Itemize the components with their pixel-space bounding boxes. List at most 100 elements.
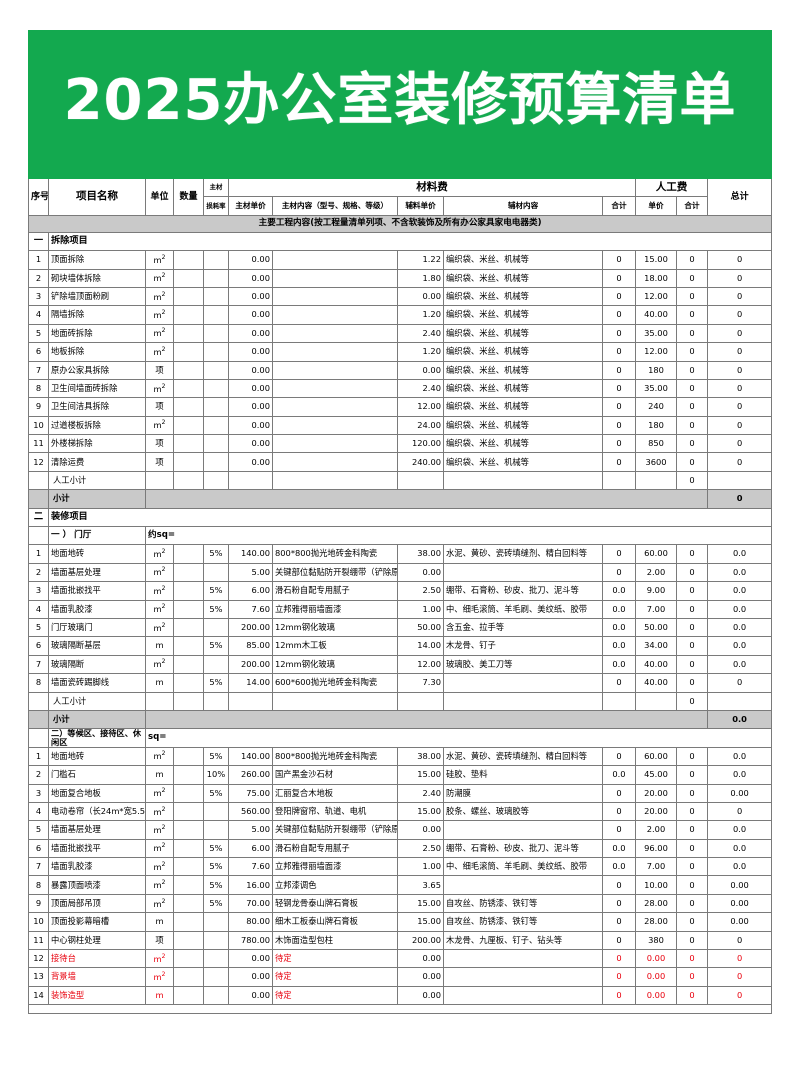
cell-unit: m2 (145, 967, 174, 987)
cell-item-name: 门槛石 (48, 765, 146, 785)
table-row[interactable]: 6 玻璃隔断基层 m 5% 85.00 12mm木工板 14.00 木龙骨、钉子 0.0 34.0… (28, 636, 773, 656)
table-row[interactable]: 8 墙面瓷砖踢脚线 m 5% 14.00 600*600抛光地砖金科陶瓷 7.30 0 40.0… (28, 673, 773, 693)
table-row[interactable]: 4 隔墙拆除 m2 0.00 1.20 编织袋、米丝、机械等 0 40.00 0 0 (28, 305, 773, 325)
cell-qty[interactable] (173, 323, 204, 344)
table-row[interactable]: 10 顶面投影幕暗槽 m 80.00 细木工板泰山牌石膏板 15.00 自攻丝、防锈漆、铁钉… (28, 912, 773, 932)
cell-qty[interactable] (173, 820, 204, 840)
cell-qty[interactable] (173, 268, 204, 288)
table-row[interactable]: 9 顶面局部吊顶 m2 5% 70.00 轻钢龙骨泰山牌石膏板 15.00 自攻丝、防锈漆、铁… (28, 893, 773, 914)
table-row[interactable]: 9 卫生间洁具拆除项 0.00 12.00 编织袋、米丝、机械等 0 240 0 0 (28, 397, 773, 417)
cell-sq-label[interactable]: 约sq= (144, 526, 773, 546)
cell-labor-price: 0.00 (635, 949, 677, 969)
table-row[interactable]: 5 地面砖拆除 m2 0.00 2.40 编织袋、米丝、机械等 0 35.00 0 0 (28, 323, 773, 344)
cell-qty[interactable] (173, 654, 204, 675)
cell-grand-total: 0.00 (706, 893, 773, 914)
cell-main-content (272, 434, 398, 454)
cell-item-name: 地面地砖 (48, 746, 146, 767)
table-row[interactable]: 3 墙面批嵌找平 m2 5% 6.00 滑石粉自配专用腻子 2.50 绷带、石膏粉、砂皮、批刀… (28, 581, 773, 601)
table-row[interactable]: 14 装饰造型 m 0.00 待定 0.00 0 0.00 0 0 (28, 985, 773, 1006)
cell-qty[interactable] (173, 434, 204, 454)
cell-labor-total: 0 (676, 250, 708, 270)
table-row[interactable]: 11 外楼梯拆除项 0.00 120.00 编织袋、米丝、机械等 0 850 0 0 (28, 434, 773, 454)
table-row[interactable]: 3 地面复合地板 m2 5% 75.00 汇丽复合木地板 2.40 防潮膜 0 20.00 0 0.0… (28, 783, 773, 803)
cell-qty[interactable] (173, 783, 204, 803)
cell-qty[interactable] (173, 838, 204, 859)
table-row[interactable]: 1 顶面拆除 m2 0.00 1.22 编织袋、米丝、机械等 0 15.00 0 0 (28, 250, 773, 270)
table-row[interactable]: 8 暴露顶面喷漆 m2 5% 16.00 立邦漆调色 3.65 0 10.00 0 0.00 (28, 875, 773, 895)
table-row[interactable]: 7 墙面乳胶漆 m2 5% 7.60 立邦雅得丽墙面漆 1.00 中、细毛滚筒、羊毛刷、美纹纸… (28, 857, 773, 877)
cell-qty[interactable] (173, 857, 204, 877)
table-row[interactable]: 4 墙面乳胶漆 m2 5% 7.60 立邦雅得丽墙面漆 1.00 中、细毛滚筒、羊毛刷、美纹纸… (28, 599, 773, 619)
table-row[interactable]: 13 背景墙 m2 0.00 待定 0.00 0 0.00 0 0 (28, 967, 773, 987)
cell-labor-total: 0 (676, 268, 708, 288)
cell-main-price: 14.00 (228, 673, 273, 693)
cell-item-name: 墙面乳胶漆 (48, 599, 146, 619)
cell-qty[interactable] (173, 562, 204, 583)
cell-qty[interactable] (173, 452, 204, 472)
cell-qty[interactable] (173, 636, 204, 656)
cell-aux-price: 15.00 (397, 893, 444, 914)
cell-seq: 5 (28, 617, 49, 638)
cell-seq: 7 (28, 857, 49, 877)
cell-labor-total: 0 (676, 746, 708, 767)
cell-qty[interactable] (173, 801, 204, 822)
cell-seq: 7 (28, 654, 49, 675)
cell-labor-total: 0 (676, 452, 708, 472)
table-row[interactable]: 1 地面地砖 m2 5% 140.00 800*800抛光地砖金科陶瓷 38.00 水泥、黄砂… (28, 544, 773, 564)
cell-main-content: 滑石粉自配专用腻子 (272, 581, 398, 601)
cell-qty[interactable] (173, 415, 204, 436)
table-row[interactable]: 7 玻璃隔断 m2 200.00 12mm钢化玻璃 12.00 玻璃胶、美工刀等 0.0 40.… (28, 654, 773, 675)
table-row[interactable]: 1 地面地砖 m2 5% 140.00 800*800抛光地砖金科陶瓷 38.00 水泥、黄砂… (28, 746, 773, 767)
table-row[interactable]: 10 过道楼板拆除 m2 0.00 24.00 编织袋、米丝、机械等 0 180 0 0 (28, 415, 773, 436)
cell-qty[interactable] (173, 342, 204, 362)
cell-labor-total: 0 (676, 360, 708, 380)
cell-qty[interactable] (173, 250, 204, 270)
cell-unit: m2 (145, 949, 174, 969)
cell-qty[interactable] (173, 765, 204, 785)
table-row[interactable]: 3 铲除墙顶面粉刷 m2 0.00 0.00 编织袋、米丝、机械等 0 12.00 0 0 (28, 286, 773, 307)
cell-qty[interactable] (173, 617, 204, 638)
cell-qty[interactable] (173, 930, 204, 951)
table-row[interactable]: 5 门厅玻璃门 m2 200.00 12mm钢化玻璃 50.00 含五金、拉手等 0.0 50.… (28, 617, 773, 638)
cell-empty (228, 470, 273, 491)
table-row[interactable]: 2 砌块墙体拆除 m2 0.00 1.80 编织袋、米丝、机械等 0 18.00 0 0 (28, 268, 773, 288)
cell-labor-total: 0 (676, 544, 708, 564)
cell-qty[interactable] (173, 581, 204, 601)
cell-unit: m2 (145, 654, 174, 675)
cell-qty[interactable] (173, 544, 204, 564)
cell-seq: 6 (28, 838, 49, 859)
cell-seq: 12 (28, 452, 49, 472)
cell-qty[interactable] (173, 397, 204, 417)
cell-qty[interactable] (173, 949, 204, 969)
table-row[interactable]: 2 门槛石 m 10% 260.00 国产黑金沙石材 15.00 硅胶、垫料 0.0 45.00 0… (28, 765, 773, 785)
table-row[interactable]: 7 原办公家具拆除项 0.00 0.00 编织袋、米丝、机械等 0 180 0 0 (28, 360, 773, 380)
cell-qty[interactable] (173, 967, 204, 987)
cell-aux-price: 12.00 (397, 654, 444, 675)
cell-qty[interactable] (173, 286, 204, 307)
cell-seq (28, 728, 49, 748)
cell-qty[interactable] (173, 378, 204, 399)
cell-qty[interactable] (173, 746, 204, 767)
table-body: 序号 项目名称 单位 数量 主材 材料费 人工费 总计 损耗率 主材单价 主材内容（型号、规格、等级… (27, 172, 773, 1015)
cell-aux-price: 2.40 (397, 783, 444, 803)
table-row[interactable]: 12 接待台 m2 0.00 待定 0.00 0 0.00 0 0 (28, 949, 773, 969)
cell-qty[interactable] (173, 875, 204, 895)
table-row[interactable]: 6 地板拆除 m2 0.00 1.20 编织袋、米丝、机械等 0 12.00 0 0 (28, 342, 773, 362)
cell-grand-total: 0 (706, 967, 773, 987)
cell-qty[interactable] (173, 985, 204, 1006)
cell-qty[interactable] (173, 305, 204, 325)
cell-qty[interactable] (173, 893, 204, 914)
cell-qty[interactable] (173, 673, 204, 693)
table-row[interactable]: 8 卫生间墙面砖拆除 m2 0.00 2.40 编织袋、米丝、机械等 0 35.00 0 0 (28, 378, 773, 399)
table-row[interactable]: 6 墙面批嵌找平 m2 5% 6.00 滑石粉自配专用腻子 2.50 绷带、石膏粉、砂皮、批刀… (28, 838, 773, 859)
cell-qty[interactable] (173, 360, 204, 380)
cell-sq-label[interactable]: sq= (144, 728, 773, 748)
cell-qty[interactable] (173, 599, 204, 619)
table-row[interactable]: 11 中心钢柱处理项 780.00 木饰面造型包柱 200.00 木龙骨、九厘板、钉子、钻… (28, 930, 773, 951)
table-row[interactable]: 12 清除运费项 0.00 240.00 编织袋、米丝、机械等 0 3600 0 0 (28, 452, 773, 472)
cell-main-content: 800*800抛光地砖金科陶瓷 (272, 746, 398, 767)
cell-qty[interactable] (173, 912, 204, 932)
